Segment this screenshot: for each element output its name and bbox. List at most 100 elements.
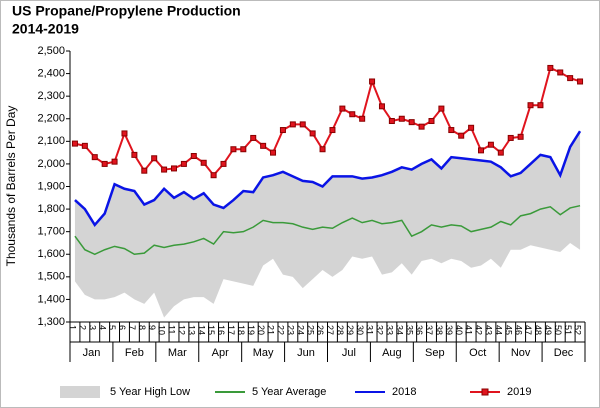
x-tick-label: 29 — [345, 325, 355, 335]
x-tick-label: 9 — [147, 325, 157, 330]
x-tick-label: 51 — [563, 325, 573, 335]
y-tick-label: 2,500 — [37, 45, 65, 57]
x-tick-label: 48 — [533, 325, 543, 335]
x-tick-label: 21 — [266, 325, 276, 335]
x-tick-label: 36 — [414, 325, 424, 335]
month-label: Jun — [297, 347, 315, 359]
month-label: Jan — [83, 347, 101, 359]
x-tick-label: 18 — [236, 325, 246, 335]
month-label: Apr — [212, 347, 229, 359]
marker — [517, 133, 524, 140]
x-tick-label: 40 — [454, 325, 464, 335]
x-tick-label: 31 — [365, 325, 375, 335]
marker — [319, 146, 326, 153]
y-tick-label: 1,500 — [37, 271, 65, 283]
x-tick-label: 7 — [127, 325, 137, 330]
y-axis-label: Thousands of Barrels Per Day — [4, 106, 18, 267]
marker — [497, 149, 504, 156]
x-tick-label: 43 — [484, 325, 494, 335]
x-tick-label: 32 — [375, 325, 385, 335]
y-tick-label: 2,100 — [37, 135, 65, 147]
marker — [210, 172, 217, 179]
x-tick-label: 15 — [206, 325, 216, 335]
range-area — [74, 131, 581, 318]
marker — [487, 141, 494, 148]
x-tick-label: 25 — [305, 325, 315, 335]
marker — [349, 111, 356, 118]
series-line — [74, 66, 581, 177]
legend-swatch — [60, 386, 100, 398]
marker — [121, 130, 128, 137]
x-tick-label: 12 — [177, 325, 187, 335]
x-tick-label: 8 — [137, 325, 147, 330]
marker — [418, 123, 425, 130]
marker — [289, 121, 296, 128]
marker — [141, 167, 148, 174]
x-tick-label: 44 — [493, 325, 503, 335]
legend-label: 2018 — [392, 386, 416, 398]
marker — [250, 134, 257, 141]
marker — [408, 119, 415, 126]
y-tick-label: 2,200 — [37, 113, 65, 125]
marker — [71, 140, 78, 147]
marker — [151, 155, 158, 162]
series-line — [74, 130, 582, 227]
month-label: May — [253, 347, 274, 359]
marker — [507, 134, 514, 141]
marker — [577, 78, 584, 85]
x-tick-label: 20 — [256, 325, 266, 335]
x-tick-label: 28 — [335, 325, 345, 335]
y-tick-label: 1,600 — [37, 248, 65, 260]
marker — [428, 118, 435, 125]
x-tick-label: 35 — [404, 325, 414, 335]
x-tick-label: 33 — [385, 325, 395, 335]
month-label: Aug — [382, 347, 402, 359]
marker — [398, 115, 405, 122]
marker — [537, 102, 544, 109]
legend-label: 5 Year High Low — [110, 386, 190, 398]
marker — [279, 127, 286, 134]
x-tick-label: 22 — [276, 325, 286, 335]
x-tick-label: 11 — [167, 325, 177, 334]
marker — [111, 158, 118, 165]
month-label: Nov — [511, 347, 531, 359]
y-tick-label: 1,700 — [37, 226, 65, 238]
marker — [170, 165, 177, 172]
marker — [309, 130, 316, 137]
x-tick-label: 39 — [444, 325, 454, 335]
marker — [240, 146, 247, 153]
legend-label: 5 Year Average — [252, 386, 326, 398]
x-tick-label: 2 — [77, 325, 87, 330]
y-tick-label: 2,300 — [37, 90, 65, 102]
x-tick-label: 47 — [523, 325, 533, 335]
marker — [557, 69, 564, 76]
x-tick-label: 24 — [295, 325, 305, 335]
x-tick-label: 50 — [553, 325, 563, 335]
x-tick-label: 52 — [573, 325, 583, 335]
marker — [230, 146, 237, 153]
x-tick-label: 3 — [87, 325, 97, 330]
x-tick-label: 17 — [226, 325, 236, 335]
x-tick-label: 27 — [325, 325, 335, 335]
series-line — [74, 204, 581, 256]
x-tick-label: 49 — [543, 325, 553, 335]
x-tick-label: 1 — [68, 325, 78, 330]
y-tick-label: 1,400 — [37, 293, 65, 305]
y-tick-label: 1,900 — [37, 180, 65, 192]
x-tick-label: 37 — [424, 325, 434, 335]
marker — [101, 160, 108, 167]
marker — [270, 149, 277, 156]
marker — [369, 78, 376, 85]
month-label: Jul — [342, 347, 356, 359]
x-tick-label: 6 — [117, 325, 127, 330]
marker — [547, 64, 554, 71]
marker — [329, 127, 336, 134]
marker — [81, 142, 88, 149]
marker — [468, 124, 475, 131]
x-tick-label: 38 — [434, 325, 444, 335]
x-tick-label: 30 — [355, 325, 365, 335]
x-tick-label: 13 — [186, 325, 196, 335]
month-label: Sep — [425, 347, 445, 359]
marker — [190, 153, 197, 160]
marker — [339, 105, 346, 112]
